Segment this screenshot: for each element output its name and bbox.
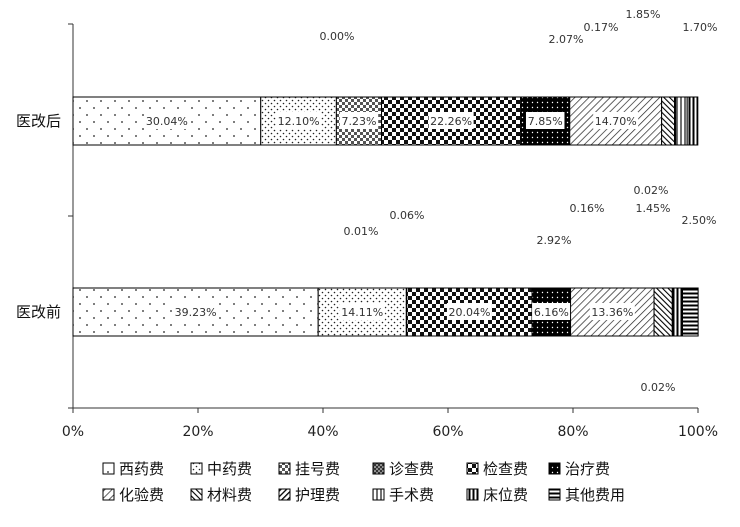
legend-swatch <box>278 462 291 475</box>
legend-label: 西药费 <box>119 460 164 478</box>
data-label: 14.70% <box>595 115 637 128</box>
data-label-background <box>525 112 565 129</box>
bar-segment <box>682 287 699 337</box>
data-label: 0.16% <box>570 202 605 215</box>
data-label: 7.85% <box>528 115 563 128</box>
legend-label: 手术费 <box>389 486 434 504</box>
data-label: 0.06% <box>390 209 425 222</box>
legend-label: 床位费 <box>483 486 528 504</box>
data-label-background <box>339 112 379 129</box>
data-label-background <box>276 112 322 129</box>
data-label: 0.17% <box>584 21 619 34</box>
data-label: 14.11% <box>341 306 383 319</box>
bar-segment <box>653 287 673 337</box>
legend-swatch <box>102 488 115 501</box>
data-label-background <box>446 303 492 320</box>
legend-label: 治疗费 <box>565 460 610 478</box>
legend-swatch <box>372 462 385 475</box>
legend-label: 材料费 <box>207 486 252 504</box>
x-tick-label: 100% <box>678 424 718 440</box>
data-label-background <box>339 303 385 320</box>
legend-swatch <box>278 488 291 501</box>
data-label: 12.10% <box>278 115 320 128</box>
data-label-background <box>144 112 190 129</box>
category-label: 医改后 <box>16 112 61 130</box>
bar-segment <box>675 96 688 146</box>
bar-segment <box>686 96 699 146</box>
legend-label: 其他费用 <box>565 486 625 504</box>
legend-swatch <box>548 488 561 501</box>
data-label: 1.85% <box>626 8 661 21</box>
data-label-background <box>428 112 474 129</box>
data-label: 20.04% <box>448 306 490 319</box>
legend-swatch <box>466 488 479 501</box>
category-label: 医改前 <box>16 303 61 321</box>
data-label-background <box>589 303 635 320</box>
legend-label: 护理费 <box>295 486 340 504</box>
data-label: 2.92% <box>537 234 572 247</box>
data-label: 13.36% <box>591 306 633 319</box>
legend-swatch <box>548 462 561 475</box>
data-label: 22.26% <box>430 115 472 128</box>
data-label: 2.07% <box>549 33 584 46</box>
data-label: 0.01% <box>344 225 379 238</box>
x-tick-label: 80% <box>557 424 588 440</box>
data-label: 0.02% <box>641 381 676 394</box>
data-label: 6.16% <box>534 306 569 319</box>
legend-label: 化验费 <box>119 486 164 504</box>
data-label: 39.23% <box>175 306 217 319</box>
legend-swatch <box>466 462 479 475</box>
legend-label: 挂号费 <box>295 460 340 478</box>
legend-label: 检查费 <box>483 460 528 478</box>
legend-label: 中药费 <box>207 460 252 478</box>
x-tick-label: 0% <box>62 424 84 440</box>
data-label-background <box>593 112 639 129</box>
bar-segment <box>672 287 683 337</box>
data-label: 0.02% <box>634 184 669 197</box>
data-label: 0.00% <box>320 30 355 43</box>
legend-label: 诊查费 <box>389 460 434 478</box>
x-tick-label: 20% <box>182 424 213 440</box>
legend-swatch <box>372 488 385 501</box>
x-tick-label: 60% <box>432 424 463 440</box>
data-label: 1.45% <box>636 202 671 215</box>
data-label: 7.23% <box>341 115 376 128</box>
data-label: 30.04% <box>146 115 188 128</box>
legend-swatch <box>190 462 203 475</box>
data-label-background <box>173 303 219 320</box>
data-label: 1.70% <box>683 21 718 34</box>
x-tick-label: 40% <box>307 424 338 440</box>
bar-segment <box>661 96 676 146</box>
legend-swatch <box>102 462 115 475</box>
data-label-background <box>532 303 571 320</box>
legend-swatch <box>190 488 203 501</box>
data-label: 2.50% <box>682 214 717 227</box>
